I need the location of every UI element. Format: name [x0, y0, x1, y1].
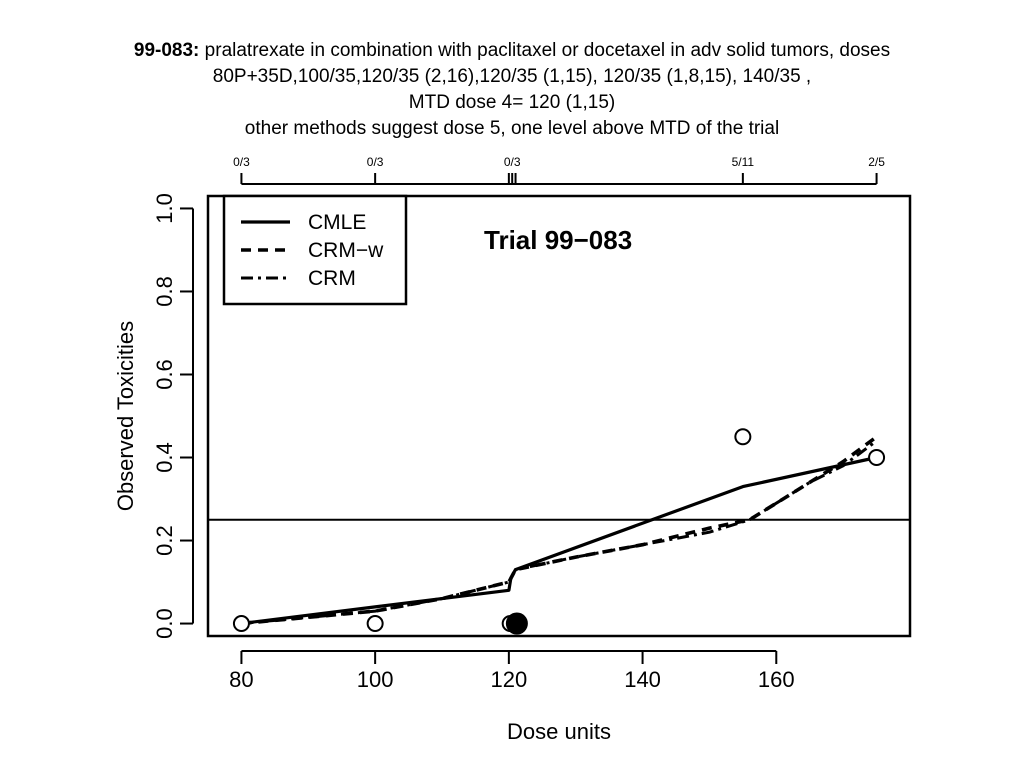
top-axis-count-label: 5/11 [732, 155, 755, 169]
axis-layer: 80 100 120 140 160 0.0 0.2 0.4 0.6 0.8 1.0 0/3 0/3 0/… [152, 155, 885, 692]
x-tick-label: 120 [490, 667, 527, 692]
x-tick-label: 100 [357, 667, 394, 692]
x-tick-label: 80 [229, 667, 253, 692]
y-tick-label: 0.0 [152, 608, 177, 639]
trial-id: 99-083: [133, 40, 200, 61]
header-line-1: 99-083: pralatrexate in combination with… [0, 38, 1024, 64]
y-tick-label: 0.8 [152, 276, 177, 307]
legend-label-cmle: CMLE [308, 211, 366, 234]
legend-box [222, 194, 408, 306]
legend-items: CMLE CRM−w CRM [241, 211, 384, 290]
y-tick-label: 0.4 [152, 442, 177, 473]
legend-label-crm-w: CRM−w [308, 239, 384, 262]
observed-point [868, 449, 886, 467]
series-layer [241, 435, 878, 626]
x-axis-label: Dose units [507, 719, 611, 744]
x-tick-label: 140 [624, 667, 661, 692]
observed-point [366, 615, 384, 633]
top-axis-count-label: 0/3 [367, 155, 384, 169]
y-axis-label: Observed Toxicities [113, 321, 138, 511]
header-line-4: other methods suggest dose 5, one level … [244, 118, 780, 139]
slide-header: 99-083: pralatrexate in combination with… [0, 38, 1024, 142]
series-line-cmle [241, 455, 877, 626]
y-tick-label: 0.2 [152, 525, 177, 556]
plot-frame [206, 194, 912, 638]
observed-point [734, 428, 752, 446]
observed-point-filled [505, 612, 528, 635]
top-axis-count-label: 0/3 [504, 155, 521, 169]
x-tick-label: 160 [758, 667, 795, 692]
series-line-crm [241, 439, 878, 625]
legend-label-crm: CRM [308, 267, 356, 290]
top-axis-count-label: 2/5 [868, 155, 885, 169]
y-tick-label: 1.0 [152, 193, 177, 224]
header-line-2: 80P+35D,100/35,120/35 (2,16),120/35 (1,1… [212, 66, 812, 87]
chart-title: Trial 99−083 [484, 225, 632, 255]
top-axis-count-label: 0/3 [233, 155, 250, 169]
trial-description: pralatrexate in combination with paclita… [199, 40, 891, 61]
y-tick-label: 0.6 [152, 359, 177, 390]
series-line-crm-w [241, 435, 878, 626]
observed-points-layer [232, 428, 886, 635]
header-line-3: MTD dose 4= 120 (1,15) [408, 92, 616, 113]
observed-point [232, 615, 250, 633]
